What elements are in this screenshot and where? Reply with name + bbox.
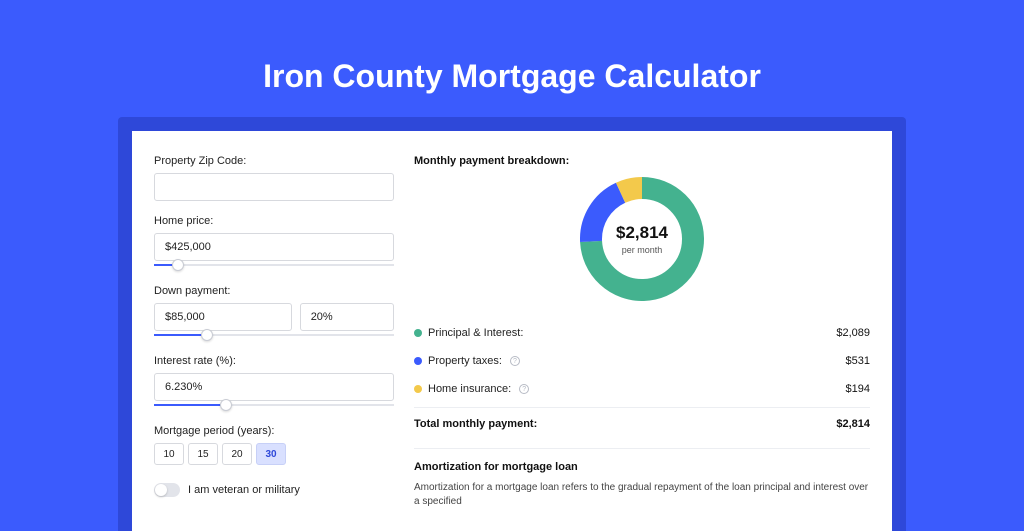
veteran-label: I am veteran or military bbox=[188, 484, 300, 496]
period-option-15[interactable]: 15 bbox=[188, 443, 218, 465]
legend-dot bbox=[414, 357, 422, 365]
slider-thumb[interactable] bbox=[220, 399, 232, 411]
calculator-panel: Property Zip Code: Home price: Down paym… bbox=[132, 131, 892, 531]
veteran-row: I am veteran or military bbox=[154, 483, 394, 497]
slider-fill bbox=[154, 334, 207, 336]
down-payment-field: Down payment: bbox=[154, 285, 394, 341]
home-price-slider[interactable] bbox=[154, 259, 394, 271]
home-price-field: Home price: bbox=[154, 215, 394, 271]
toggle-knob bbox=[155, 484, 167, 496]
period-option-30[interactable]: 30 bbox=[256, 443, 286, 465]
down-payment-label: Down payment: bbox=[154, 285, 394, 297]
zip-label: Property Zip Code: bbox=[154, 155, 394, 167]
amortization-title: Amortization for mortgage loan bbox=[414, 461, 870, 473]
interest-slider[interactable] bbox=[154, 399, 394, 411]
total-value: $2,814 bbox=[836, 418, 870, 430]
legend-row-2: Home insurance:? $194 bbox=[414, 375, 870, 403]
veteran-toggle[interactable] bbox=[154, 483, 180, 497]
interest-input[interactable] bbox=[154, 373, 394, 401]
total-label: Total monthly payment: bbox=[414, 418, 537, 430]
legend: Principal & Interest: $2,089 Property taxe… bbox=[414, 319, 870, 403]
home-price-input[interactable] bbox=[154, 233, 394, 261]
legend-label: Principal & Interest: bbox=[428, 327, 523, 339]
legend-left: Home insurance:? bbox=[414, 383, 529, 395]
legend-label: Property taxes: bbox=[428, 355, 502, 367]
down-payment-input[interactable] bbox=[154, 303, 292, 331]
zip-field: Property Zip Code: bbox=[154, 155, 394, 201]
amortization-text: Amortization for a mortgage loan refers … bbox=[414, 481, 870, 509]
slider-thumb[interactable] bbox=[201, 329, 213, 341]
legend-left: Principal & Interest: bbox=[414, 327, 523, 339]
down-payment-slider[interactable] bbox=[154, 329, 394, 341]
donut-chart: $2,814 per month bbox=[414, 177, 870, 301]
zip-input[interactable] bbox=[154, 173, 394, 201]
slider-track-line bbox=[154, 264, 394, 266]
legend-row-1: Property taxes:? $531 bbox=[414, 347, 870, 375]
donut-sub: per month bbox=[616, 245, 668, 255]
legend-value: $194 bbox=[846, 383, 870, 395]
legend-row-0: Principal & Interest: $2,089 bbox=[414, 319, 870, 347]
legend-value: $531 bbox=[846, 355, 870, 367]
info-icon[interactable]: ? bbox=[519, 384, 529, 394]
period-button-group: 10152030 bbox=[154, 443, 394, 465]
form-column: Property Zip Code: Home price: Down paym… bbox=[154, 155, 394, 531]
interest-label: Interest rate (%): bbox=[154, 355, 394, 367]
breakdown-heading: Monthly payment breakdown: bbox=[414, 155, 870, 167]
donut-slice-home_insurance bbox=[621, 188, 642, 193]
down-payment-pct-input[interactable] bbox=[300, 303, 394, 331]
total-row: Total monthly payment: $2,814 bbox=[414, 407, 870, 444]
period-label: Mortgage period (years): bbox=[154, 425, 394, 437]
period-field: Mortgage period (years): 10152030 bbox=[154, 425, 394, 465]
period-option-20[interactable]: 20 bbox=[222, 443, 252, 465]
interest-field: Interest rate (%): bbox=[154, 355, 394, 411]
donut-center: $2,814 per month bbox=[616, 223, 668, 255]
period-option-10[interactable]: 10 bbox=[154, 443, 184, 465]
legend-left: Property taxes:? bbox=[414, 355, 520, 367]
info-icon[interactable]: ? bbox=[510, 356, 520, 366]
legend-value: $2,089 bbox=[836, 327, 870, 339]
breakdown-column: Monthly payment breakdown: $2,814 per mo… bbox=[414, 155, 870, 531]
home-price-label: Home price: bbox=[154, 215, 394, 227]
calculator-frame: Property Zip Code: Home price: Down paym… bbox=[118, 117, 906, 531]
legend-dot bbox=[414, 329, 422, 337]
page-title: Iron County Mortgage Calculator bbox=[263, 58, 761, 95]
slider-thumb[interactable] bbox=[172, 259, 184, 271]
slider-fill bbox=[154, 404, 226, 406]
legend-dot bbox=[414, 385, 422, 393]
donut-amount: $2,814 bbox=[616, 223, 668, 243]
amortization-section: Amortization for mortgage loan Amortizat… bbox=[414, 448, 870, 509]
legend-label: Home insurance: bbox=[428, 383, 511, 395]
